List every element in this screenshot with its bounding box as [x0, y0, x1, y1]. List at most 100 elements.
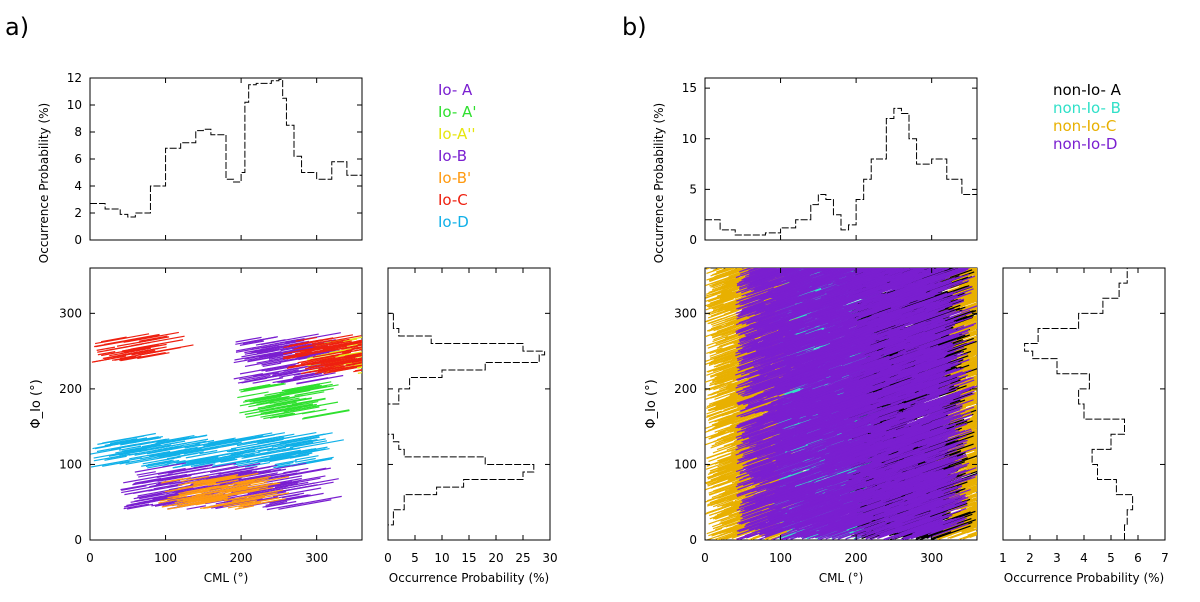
panel-b-main-mark-1	[971, 385, 977, 389]
panel-b-main-mark-1	[972, 273, 977, 276]
panel-a-main-mark-5	[92, 440, 136, 450]
panel-b-main-mark-0	[734, 415, 753, 423]
panel-b-main-mark-1	[974, 510, 977, 513]
panel-b-main-mark-1	[963, 363, 977, 369]
panel-b-main-mark-0	[705, 303, 724, 311]
panel-b-main-mark-2	[778, 471, 803, 481]
panel-b-main-mark-1	[963, 498, 977, 505]
panel-b-main-mark-0	[721, 508, 743, 517]
panel-a-main-mark-6	[261, 470, 300, 479]
panel-b-main-mark-1	[975, 467, 977, 470]
panel-a-main-mark-6	[123, 503, 150, 510]
panel-a-main-mark-0	[116, 337, 161, 347]
panel-b-main-mark-0	[706, 362, 743, 376]
panel-b-main-mark-1	[966, 520, 977, 526]
panel-b-main-mark-1	[970, 290, 977, 294]
panel-b-main-mark-1	[974, 441, 977, 445]
panel-b-main-mark-1	[975, 439, 977, 442]
panel-a-main-mark-5	[212, 455, 268, 467]
panel-a-main-mark-4	[242, 395, 278, 403]
panel-a-main-mark-6	[238, 472, 278, 481]
panel-a-main-mark-5	[246, 452, 295, 463]
panel-b-main-mark-0	[738, 291, 760, 300]
panel-a-main-mark-3	[341, 345, 358, 350]
panel-b-main-mark-1	[973, 449, 977, 452]
panel-a-main-mark-6	[221, 492, 260, 501]
panel-b-main-mark-0	[731, 268, 741, 272]
panel-b-main-mark-0	[713, 408, 738, 418]
panel-a-main-ylabel: Φ_Io (°)	[29, 379, 44, 428]
panel-a-main-mark-6	[218, 498, 263, 508]
panel-a-main-mark-4	[281, 383, 320, 392]
panel-a-main-mark-6	[126, 503, 154, 510]
panel-a-main-mark-1	[279, 372, 302, 378]
panel-a-main-mark-4	[248, 401, 274, 408]
panel-b-main-mark-0	[705, 475, 726, 484]
panel-a-main-mark-6	[277, 475, 326, 486]
panel-a-main-mark-5	[109, 438, 138, 445]
panel-a-main-xtick-label: 200	[230, 551, 253, 565]
panel-b-main-mark-1	[960, 351, 977, 359]
panel-b-main-mark-2	[777, 268, 782, 270]
panel-a-main-mark-3	[354, 344, 362, 347]
panel-a-main-mark-6	[282, 494, 311, 501]
panel-b-main-mark-1	[974, 373, 977, 376]
panel-b-main-mark-1	[976, 332, 977, 334]
panel-a-main-mark-1	[244, 374, 271, 381]
panel-a-main-mark-5	[90, 447, 122, 455]
panel-b-main-mark-0	[712, 335, 729, 343]
panel-a-main-mark-4	[250, 395, 290, 405]
panel-a-main-mark-5	[102, 460, 130, 467]
panel-a-main-mark-5	[247, 442, 289, 451]
panel-b-main-mark-1	[947, 324, 977, 336]
panel-a-main-mark-0	[111, 355, 134, 361]
panel-b-main-mark-0	[705, 434, 732, 446]
panel-a-main-mark-4	[256, 397, 290, 406]
panel-a-main-mark-5	[152, 441, 191, 450]
panel-a-main-mark-4	[294, 387, 334, 397]
panel-a-main-mark-5	[273, 464, 291, 469]
panel-a-main-mark-6	[133, 492, 163, 500]
panel-a-main-mark-1	[244, 345, 280, 354]
panel-a-main-mark-5	[188, 455, 240, 466]
panel-a-main-mark-6	[130, 496, 174, 506]
panel-a-main-mark-5	[158, 451, 182, 457]
panel-b-top-series	[705, 107, 978, 236]
panel-b-main-mark-1	[976, 473, 977, 476]
panel-a-main-mark-5	[155, 440, 207, 451]
panel-b-main-mark-0	[713, 421, 730, 429]
panel-a-main-mark-1	[241, 350, 276, 358]
panel-a-main-mark-5	[197, 450, 247, 461]
panel-b-main-mark-1	[949, 369, 967, 377]
panel-a-main-ytick-label: 300	[59, 306, 82, 320]
panel-b-main-mark-1	[969, 345, 977, 349]
panel-a-main-mark-1	[271, 333, 319, 344]
panel-b-main-mark-1	[964, 480, 977, 487]
panel-a-main-mark-3	[345, 347, 362, 352]
panel-b-main-mark-1	[961, 384, 977, 391]
panel-b-main-mark-0	[712, 392, 762, 411]
panel-b-main-mark-1	[972, 514, 977, 517]
panel-b-main-mark-0	[720, 355, 740, 363]
panel-a-main-mark-5	[90, 457, 142, 468]
panel-a-main-mark-6	[121, 482, 177, 494]
panel-b-main-mark-0	[711, 300, 735, 310]
panel-a-main-mark-6	[275, 467, 327, 478]
panel-b-main-mark-0	[725, 502, 746, 512]
panel-b-main-mark-1	[974, 352, 977, 355]
panel-b-main-mark-1	[949, 477, 977, 488]
panel-b-main-mark-0	[713, 297, 731, 305]
panel-b-main-mark-1	[975, 268, 977, 271]
panel-a-main-mark-5	[195, 439, 215, 445]
panel-a-main-mark-5	[297, 447, 330, 455]
panel-b-main-mark-0	[708, 392, 741, 405]
panel-a-legend-3: Io-B	[438, 147, 467, 165]
panel-b-main-mark-0	[768, 531, 792, 540]
panel-b-main-mark-1	[962, 325, 977, 332]
panel-a-main-mark-3	[299, 345, 331, 353]
panel-b-main-mark-1	[946, 382, 977, 395]
panel-a-main-mark-3	[313, 341, 344, 348]
panel-b-main-mark-0	[724, 410, 745, 419]
panel-b-main-mark-0	[705, 345, 749, 362]
panel-b-main-mark-0	[726, 375, 756, 387]
